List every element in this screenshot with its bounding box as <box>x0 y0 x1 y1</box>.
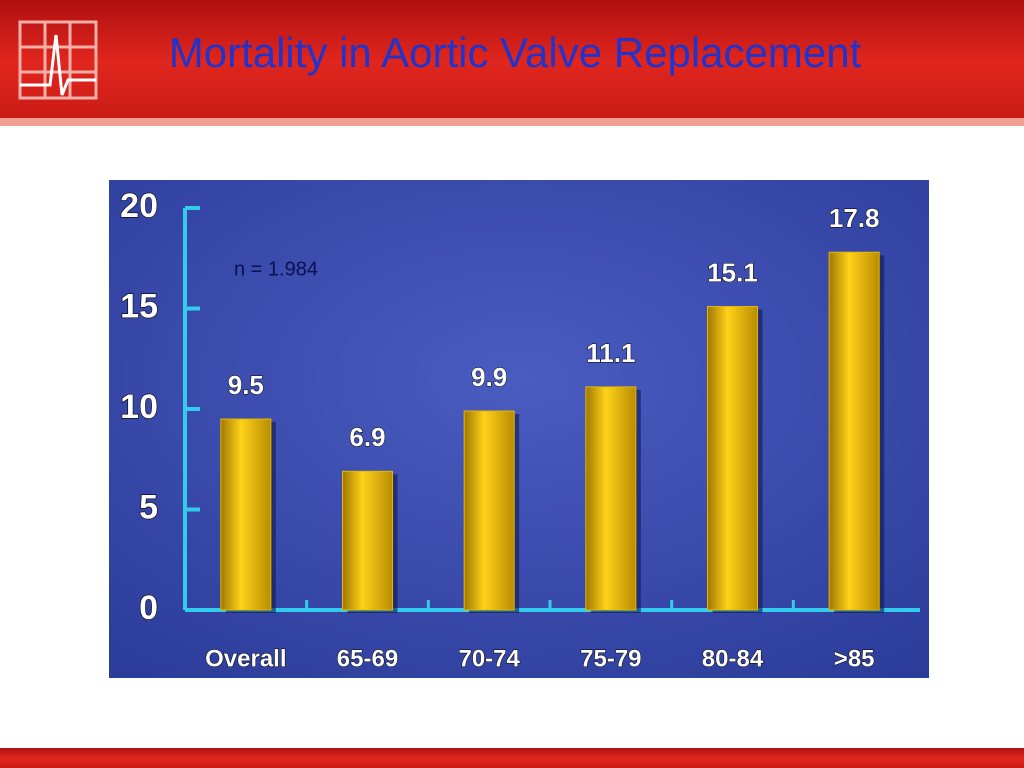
header-band <box>0 0 1024 125</box>
data-label: 11.1 <box>586 338 635 368</box>
data-label: 15.1 <box>707 257 758 287</box>
bar <box>707 305 758 611</box>
x-tick-label: 70-74 <box>458 645 520 672</box>
y-tick-label: 15 <box>120 287 158 325</box>
slide-title: Mortality in Aortic Valve Replacement <box>169 29 862 76</box>
x-tick-label: 75-79 <box>580 645 641 672</box>
annotation: n = 1.984 <box>234 258 318 280</box>
y-tick-label: 5 <box>139 488 158 526</box>
bar <box>220 418 272 611</box>
bar <box>828 251 880 611</box>
x-tick-label: 80-84 <box>702 645 764 672</box>
y-tick-label: 10 <box>120 388 158 426</box>
x-tick-label: Overall <box>205 645 286 672</box>
y-tick-label: 0 <box>139 589 158 627</box>
data-label: 6.9 <box>349 422 385 452</box>
data-label: 17.8 <box>829 203 880 233</box>
logo <box>18 20 98 100</box>
bar <box>585 386 637 611</box>
bar <box>342 470 393 611</box>
y-tick-label: 20 <box>120 187 158 225</box>
data-label: 9.9 <box>471 362 507 392</box>
x-tick-label: 65-69 <box>337 645 398 672</box>
data-label: 9.5 <box>228 370 264 400</box>
bar <box>463 410 515 611</box>
x-tick-label: >85 <box>834 645 875 672</box>
footer-band <box>0 748 1024 768</box>
header-edge <box>0 118 1024 126</box>
